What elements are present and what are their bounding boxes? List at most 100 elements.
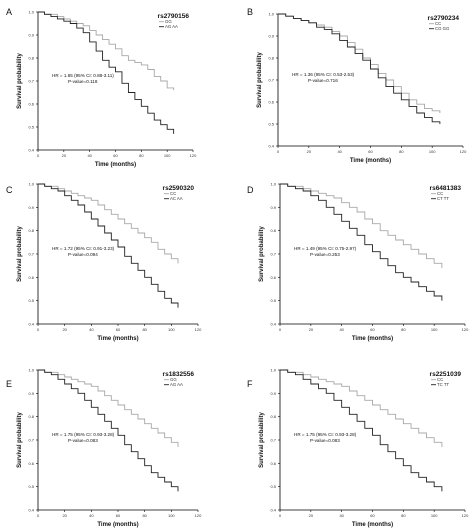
x-tick-label: 0 [37, 327, 40, 332]
x-tick-label: 0 [37, 513, 40, 518]
km-curve-cc [38, 183, 179, 264]
x-tick-label: 40 [89, 327, 94, 332]
km-curve-cc [278, 13, 441, 113]
y-tick-label: 0.6 [28, 461, 34, 466]
y-tick-label: 0.6 [28, 275, 34, 280]
x-tick-label: 80 [399, 149, 404, 154]
legend-label: AG AA [165, 24, 178, 29]
x-tick-label: 100 [168, 513, 175, 518]
km-curve-gg [38, 369, 179, 447]
x-tick-label: 120 [195, 327, 202, 332]
y-tick-label: 1.0 [270, 182, 276, 187]
x-axis-title: Time (months) [350, 158, 391, 164]
y-tick-label: 0.9 [28, 33, 34, 38]
hazard-ratio-text: HR = 1.49 (95% CI: 0.75-2.97) [294, 246, 357, 251]
snp-title: rs2251039 [430, 371, 462, 378]
x-tick-label: 60 [116, 513, 121, 518]
panel-label: B [247, 7, 253, 17]
y-tick-label: 0.9 [28, 205, 34, 210]
y-axis-title: Survival probability [257, 51, 263, 107]
y-tick-label: 0.6 [268, 100, 274, 105]
y-tick-label: 0.5 [28, 484, 34, 489]
y-tick-label: 0.7 [28, 438, 34, 443]
x-tick-label: 20 [62, 327, 67, 332]
km-curve-cg-gg [278, 13, 441, 124]
snp-title: rs2790234 [428, 15, 460, 22]
km-curve-cc [280, 183, 443, 268]
legend-label: GG [170, 377, 177, 382]
x-axis-title: Time (months) [97, 522, 138, 528]
panel-label: E [6, 379, 12, 389]
snp-title: rs2590320 [163, 185, 195, 192]
hazard-ratio-text: HR = 1.72 (95% CI: 0.91-3.23) [52, 246, 115, 251]
x-tick-label: 40 [339, 327, 344, 332]
x-axis-title: Time (months) [352, 336, 393, 342]
x-tick-label: 80 [142, 513, 147, 518]
y-tick-label: 0.4 [268, 144, 274, 149]
hazard-ratio-text: HR = 1.75 (95% CI: 0.93-3.28) [294, 432, 357, 437]
x-tick-label: 40 [337, 149, 342, 154]
y-tick-label: 0.4 [28, 322, 34, 327]
x-tick-label: 100 [429, 149, 436, 154]
p-value-text: P-value=0.118 [68, 79, 98, 84]
legend-label: AC AA [170, 196, 183, 201]
y-tick-label: 0.6 [270, 461, 276, 466]
x-tick-label: 20 [309, 513, 314, 518]
x-axis-title: Time (months) [97, 336, 138, 342]
legend-label: CC [437, 377, 443, 382]
y-tick-label: 0.4 [28, 508, 34, 513]
hazard-ratio-text: HR = 1.65 (95% CI: 0.88-3.11) [52, 73, 114, 78]
x-tick-label: 20 [62, 153, 67, 158]
legend-label: CC [437, 191, 443, 196]
km-curve-ac-aa [38, 183, 179, 308]
y-tick-label: 0.9 [270, 391, 276, 396]
y-tick-label: 0.5 [28, 125, 34, 130]
km-panel-f: F 0 20 40 60 80 100 120 0.4 0.5 0.6 0.7 0.8 0.9 1.0 Tim… [247, 368, 469, 529]
y-tick-label: 0.9 [28, 391, 34, 396]
y-axis-title: Survival probability [259, 225, 265, 281]
y-tick-label: 0.8 [28, 56, 34, 61]
x-tick-label: 100 [431, 327, 438, 332]
x-tick-label: 40 [89, 513, 94, 518]
y-tick-label: 0.4 [270, 322, 276, 327]
y-tick-label: 1.0 [28, 10, 34, 15]
y-tick-label: 0.6 [270, 275, 276, 280]
x-tick-label: 100 [168, 327, 175, 332]
x-tick-label: 80 [401, 327, 406, 332]
y-axis-title: Survival probability [17, 225, 23, 281]
x-tick-label: 60 [370, 327, 375, 332]
x-tick-label: 0 [37, 153, 40, 158]
y-tick-label: 0.9 [268, 34, 274, 39]
x-tick-label: 60 [113, 153, 118, 158]
x-tick-label: 40 [87, 153, 92, 158]
panel-label: A [6, 7, 12, 17]
x-tick-label: 0 [277, 149, 280, 154]
y-tick-label: 0.8 [28, 228, 34, 233]
x-tick-label: 120 [190, 153, 197, 158]
y-tick-label: 0.7 [270, 252, 276, 257]
y-tick-label: 0.5 [270, 298, 276, 303]
y-axis-title: Survival probability [17, 411, 23, 467]
y-tick-label: 0.8 [28, 414, 34, 419]
y-axis-title: Survival probability [259, 411, 265, 467]
y-tick-label: 0.4 [28, 148, 34, 153]
km-curve-ct-tt [280, 183, 443, 301]
x-tick-label: 80 [401, 513, 406, 518]
hazard-ratio-text: HR = 1.36 (95% CI: 0.53-2.53) [292, 72, 355, 77]
legend-label: TC TT [437, 382, 449, 387]
p-value-text: P-value=0.094 [68, 252, 98, 257]
legend-label: CT TT [437, 196, 449, 201]
y-tick-label: 0.7 [28, 79, 34, 84]
km-curve-tc-tt [280, 369, 443, 492]
y-tick-label: 0.7 [28, 252, 34, 257]
km-panel-a: A 0 20 40 60 80 100 120 0.4 0.5 0.6 0.7 0.8 0.9 1.0 Tim… [6, 7, 197, 168]
x-tick-label: 100 [431, 513, 438, 518]
km-curve-ag-aa [38, 11, 175, 134]
y-tick-label: 0.8 [270, 228, 276, 233]
snp-title: rs2790156 [158, 13, 190, 20]
x-tick-label: 0 [279, 513, 282, 518]
x-axis-title: Time (months) [352, 522, 393, 528]
km-curve-gg [38, 11, 175, 91]
panel-label: C [6, 185, 13, 195]
